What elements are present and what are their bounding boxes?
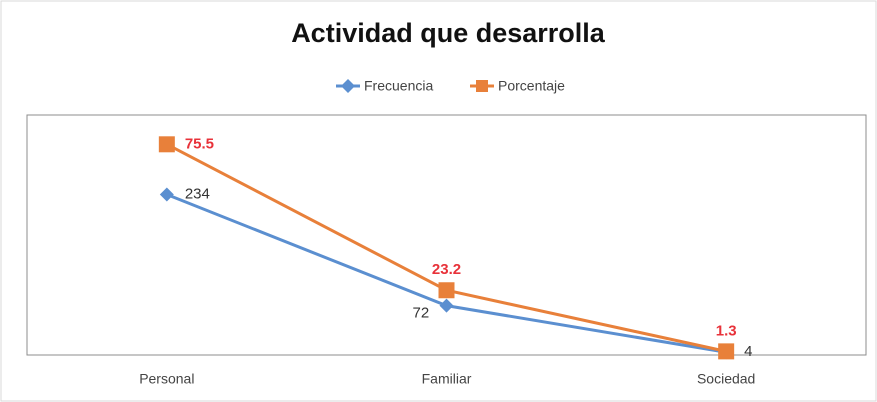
data-point <box>438 282 455 299</box>
data-point <box>158 136 175 153</box>
chart-title: Actividad que desarrolla <box>291 18 606 48</box>
data-label: 23.2 <box>432 261 461 278</box>
data-point <box>718 343 735 360</box>
data-label: 72 <box>413 305 430 322</box>
data-label: 75.5 <box>185 135 214 152</box>
data-point <box>439 298 454 313</box>
data-label: 4 <box>744 343 752 360</box>
x-tick-label: Familiar <box>422 371 472 387</box>
legend-label: Porcentaje <box>498 78 565 94</box>
plot-area <box>26 114 867 356</box>
legend-label: Frecuencia <box>364 78 433 94</box>
x-tick-label: Sociedad <box>697 371 755 387</box>
data-label: 234 <box>185 186 210 203</box>
legend-marker <box>341 79 355 93</box>
x-tick-label: Personal <box>139 371 194 387</box>
data-point <box>159 187 174 202</box>
data-label: 1.3 <box>716 322 737 339</box>
legend-marker <box>476 80 488 92</box>
